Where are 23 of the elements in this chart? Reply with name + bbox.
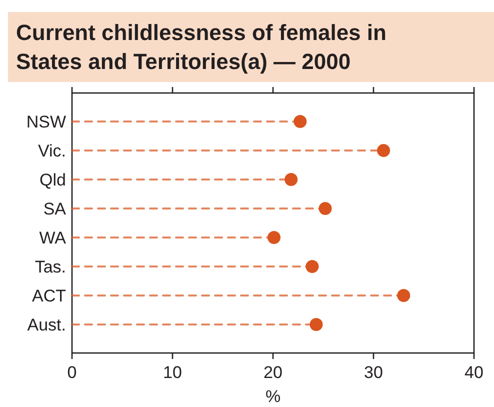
point [294,115,307,128]
x-tick-label: 0 [67,363,77,382]
y-tick-label: SA [43,200,67,218]
x-tick-label: 10 [163,363,182,382]
x-tick-label: 20 [264,363,282,382]
point [268,231,281,244]
point [397,289,410,302]
y-tick-label: WA [39,228,67,248]
y-tick-label: ACT [32,286,66,306]
y-tick-label: Qld [40,170,66,190]
point [284,173,298,186]
x-axis-title: % [265,387,281,406]
y-tick-label: NSW [26,112,66,132]
y-tick-label: Vic. [38,142,66,160]
point [310,318,323,331]
chart-title: Current childlessness of females in States and Territories(a) — 2000 [16,20,386,74]
y-tick-label: Aust. [27,316,66,334]
x-tick-label: 40 [464,363,484,382]
x-tick-label: 30 [364,363,383,382]
point [318,202,332,215]
point [306,260,319,273]
y-tick-label: Tas. [34,258,66,276]
point [377,144,390,157]
